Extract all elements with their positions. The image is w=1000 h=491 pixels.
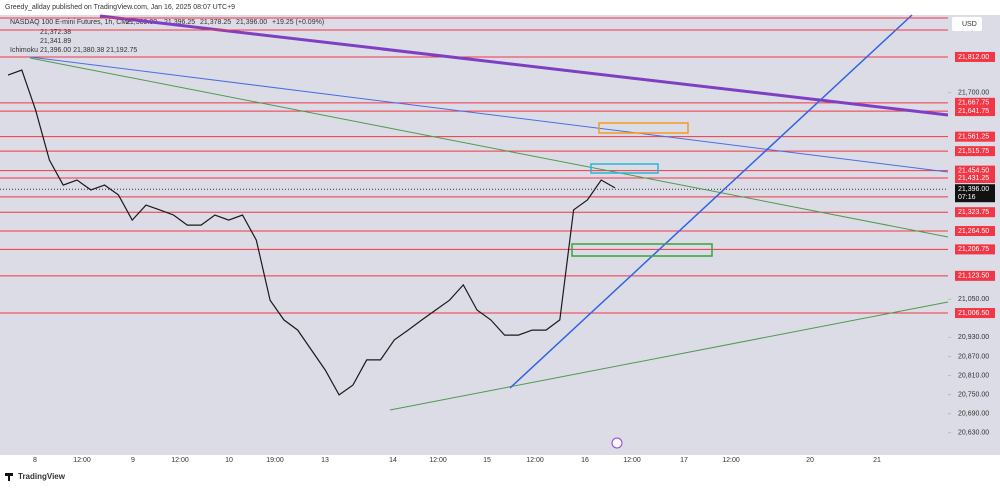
last-price: 21,396.00 bbox=[958, 186, 989, 193]
x-tick-label: 17 bbox=[680, 457, 688, 464]
x-tick-label: 12:00 bbox=[526, 457, 544, 464]
marks bbox=[0, 56, 948, 396]
x-tick-label: 12:00 bbox=[623, 457, 641, 464]
level-label-bg bbox=[955, 308, 995, 319]
zone-box bbox=[598, 122, 689, 134]
trend-line bbox=[29, 57, 949, 238]
level-label-bg bbox=[955, 146, 995, 157]
legend-close: 21,396.00 bbox=[236, 19, 267, 26]
legend-ma2: 21,341.89 bbox=[40, 38, 71, 45]
trend-line bbox=[509, 14, 913, 389]
trend-line bbox=[99, 14, 949, 117]
level-label: 21,812.00 bbox=[958, 54, 989, 61]
x-tick-label: 16 bbox=[581, 457, 589, 464]
level-label: 21,454.50 bbox=[958, 167, 989, 174]
x-tick-label: 21 bbox=[873, 457, 881, 464]
x-tick-label: 15 bbox=[483, 457, 491, 464]
x-tick-label: 12:00 bbox=[73, 457, 91, 464]
x-tick-label: 12:00 bbox=[171, 457, 189, 464]
legend-ichimoku: Ichimoku bbox=[10, 47, 38, 54]
level-label: 21,006.50 bbox=[958, 310, 989, 317]
legend-change: +19.25 (+0.09%) bbox=[272, 19, 324, 26]
level-label-bg bbox=[955, 207, 995, 218]
trend-line bbox=[389, 301, 949, 411]
x-tick-label: 9 bbox=[131, 457, 135, 464]
y-tick-label: 20,870.00 bbox=[958, 353, 989, 360]
level-label-bg bbox=[955, 97, 995, 108]
y-tick-label: 20,750.00 bbox=[958, 391, 989, 398]
level-label-bg bbox=[955, 106, 995, 117]
footer bbox=[0, 470, 1000, 486]
x-tick-label: 19:00 bbox=[266, 457, 284, 464]
y-tick-label: 20,630.00 bbox=[958, 430, 989, 437]
axis: 20,630.00 20,690.00 20,750.00 20,810.00 20,8… bbox=[948, 51, 995, 437]
y-tick-label: 20,810.00 bbox=[958, 372, 989, 379]
legend-high: 21,396.25 bbox=[164, 19, 195, 26]
level-label: 21,667.75 bbox=[958, 100, 989, 107]
level-label-bg bbox=[955, 226, 995, 237]
y-tick-label: 20,930.00 bbox=[958, 334, 989, 341]
brand: TradingView bbox=[18, 472, 66, 481]
level-label-bg bbox=[955, 131, 995, 142]
level-label: 21,264.50 bbox=[958, 228, 989, 235]
publisher: Greedy_allday published on TradingView.c… bbox=[5, 4, 235, 11]
event-icon bbox=[611, 437, 623, 449]
legend-ichimoku-values: 21,396.00 21,380.38 21,192.75 bbox=[40, 47, 137, 54]
last-price-bg bbox=[955, 184, 995, 203]
level-label-bg bbox=[955, 270, 995, 281]
level-label: 21,561.25 bbox=[958, 134, 989, 141]
zone-box bbox=[571, 243, 713, 257]
level-label: 21,123.50 bbox=[958, 273, 989, 280]
plot-bg bbox=[0, 15, 948, 455]
x-tick-label: 12:00 bbox=[429, 457, 447, 464]
countdown: 07:16 bbox=[958, 194, 976, 201]
trend-line bbox=[29, 56, 949, 173]
x-tick-label: 14 bbox=[389, 457, 397, 464]
level-label-bg bbox=[955, 244, 995, 255]
y-tick-label: 21,700.00 bbox=[958, 89, 989, 96]
x-tick-label: 20 bbox=[806, 457, 814, 464]
price-line bbox=[7, 69, 616, 396]
drawings bbox=[0, 14, 949, 449]
level-label: 21,323.75 bbox=[958, 209, 989, 216]
level-label: 21,641.75 bbox=[958, 108, 989, 115]
level-label: 21,206.75 bbox=[958, 246, 989, 253]
x-tick-label: 10 bbox=[225, 457, 233, 464]
currency-box bbox=[952, 17, 982, 31]
x-tick-label: 12:00 bbox=[722, 457, 740, 464]
level-label: 21,431.25 bbox=[958, 175, 989, 182]
level-label: 21,515.75 bbox=[958, 148, 989, 155]
legend-low: 21,378.25 bbox=[200, 19, 231, 26]
currency: USD bbox=[962, 21, 977, 28]
legend-symbol: NASDAQ 100 E-mini Futures, 1h, CME bbox=[10, 19, 132, 26]
y-tick-label: 21,050.00 bbox=[958, 296, 989, 303]
x-tick-label: 13 bbox=[321, 457, 329, 464]
zone-box bbox=[590, 163, 659, 174]
level-label-bg bbox=[955, 51, 995, 62]
y-tick-label: 20,690.00 bbox=[958, 411, 989, 418]
x-tick-label: 8 bbox=[33, 457, 37, 464]
level-label-bg bbox=[955, 173, 995, 184]
brand-logo bbox=[5, 473, 13, 481]
level-label-bg bbox=[955, 165, 995, 176]
legend-ma1: 21,372.38 bbox=[40, 29, 71, 36]
